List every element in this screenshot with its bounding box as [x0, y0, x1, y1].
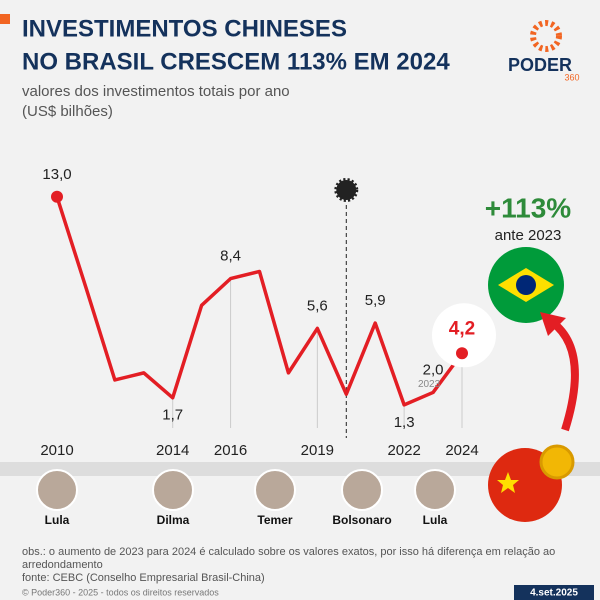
value-label: 5,9	[365, 292, 386, 309]
brazil-flag	[488, 247, 564, 323]
point-note: 2023	[418, 379, 441, 390]
president-name: Lula	[45, 513, 70, 527]
president-photo	[414, 469, 456, 511]
highlight-value: +113%	[485, 192, 572, 223]
title-accent	[0, 14, 10, 24]
covid-icon	[334, 178, 359, 202]
president-band	[0, 462, 600, 476]
president-photo	[152, 469, 194, 511]
president-photo	[341, 469, 383, 511]
logo-number: 360	[564, 72, 579, 82]
flag-globe	[516, 275, 536, 295]
logo-sun	[530, 20, 562, 52]
china-flag	[488, 444, 575, 522]
title: NO BRASIL CRESCEM 113% EM 2024	[22, 48, 450, 75]
president-name: Temer	[257, 513, 292, 527]
highlight-backdrop	[432, 303, 496, 368]
value-label: 4,2	[449, 318, 475, 339]
x-tick-label: 2024	[445, 442, 478, 459]
date: 4.set.2025	[530, 588, 578, 599]
x-tick-label: 2019	[301, 442, 334, 459]
x-tick-label: 2022	[387, 442, 420, 459]
x-tick-label: 2014	[156, 442, 189, 459]
president-name: Dilma	[157, 513, 190, 527]
date-box	[514, 585, 594, 600]
value-label: 5,6	[307, 297, 328, 314]
x-tick-label: 2016	[214, 442, 247, 459]
logo-name: PODER	[508, 55, 572, 75]
president-photo	[36, 469, 78, 511]
subtitle: (US$ bilhões)	[22, 103, 113, 120]
president-photo	[254, 469, 296, 511]
copyright: © Poder360 - 2025 - todos os direitos re…	[22, 587, 219, 597]
arrow-head	[540, 312, 566, 336]
note: arredondamento	[22, 559, 103, 571]
coin	[539, 444, 575, 480]
president-name: Lula	[423, 513, 448, 527]
data-line	[55, 196, 464, 407]
arrow	[549, 318, 579, 432]
president-name: Bolsonaro	[332, 513, 391, 527]
flag-star	[497, 472, 519, 493]
value-label: 1,7	[162, 407, 183, 424]
plot: 2010 2014 2016 2019 2022 2024 13,0 1,7 8,4 5,6 5,9…	[36, 166, 496, 527]
value-label: 1,3	[394, 414, 415, 431]
source: fonte: CEBC (Conselho Empresarial Brasil…	[22, 572, 265, 584]
note: obs.: o aumento de 2023 para 2024 é calc…	[22, 546, 555, 558]
logo: PODER 360	[508, 20, 580, 82]
x-tick-label: 2010	[40, 442, 73, 459]
end-point	[456, 347, 468, 360]
start-point	[51, 190, 63, 203]
subtitle: valores dos investimentos totais por ano	[22, 83, 290, 100]
value-label: 13,0	[42, 166, 71, 183]
value-label: 8,4	[220, 248, 241, 265]
title: INVESTIMENTOS CHINESES	[22, 15, 347, 42]
value-label: 2,0	[423, 361, 444, 378]
highlight-text: ante 2023	[495, 227, 562, 244]
